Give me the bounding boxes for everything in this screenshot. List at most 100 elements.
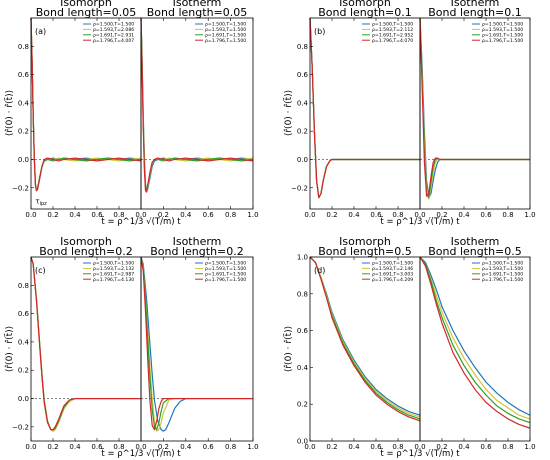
series-line-1: [309, 17, 420, 199]
panel-subtitle: Bond length=0.2: [39, 245, 133, 258]
y-tick-label: 1.0: [297, 254, 308, 262]
legend: ρ=1.500,T=1.500ρ=1.593,T=1.500ρ=1.691,T=…: [472, 22, 523, 44]
axes-frame: [140, 17, 254, 210]
x-tick-label: 0.2: [436, 211, 447, 219]
series-line-3: [419, 17, 530, 199]
panel-subtitle: Bond length=0.2: [150, 245, 244, 258]
legend-label: ρ=1.593,T=2.132: [93, 266, 134, 272]
x-tick-label: 0.6: [91, 211, 103, 219]
legend-label: ρ=1.500,T=1.500: [205, 261, 246, 267]
axes-frame: [309, 256, 421, 442]
series-line-3: [30, 256, 141, 431]
legend-label: ρ=1.593,T=1.500: [205, 27, 246, 33]
axes-frame: [140, 256, 254, 442]
panel-subtitle: Bond length=0.5: [428, 245, 522, 258]
panel-label: (b): [314, 27, 325, 36]
panel-label: (c): [35, 266, 46, 275]
y-tick-label: 0.2: [297, 401, 308, 409]
panel-title: Isomorph: [339, 0, 391, 9]
legend-label: ρ=1.593,T=1.500: [482, 266, 523, 272]
series-line-4: [30, 17, 142, 192]
x-tick-label: 0.0: [414, 211, 425, 219]
series-line-2: [140, 17, 254, 193]
x-tick-label: 0.2: [326, 443, 337, 451]
x-tick-label: 0.4: [180, 211, 192, 219]
x-tick-label: 0.6: [480, 443, 492, 451]
legend-label: ρ=1.796,T=1.500: [482, 277, 523, 283]
series-line-3: [140, 256, 253, 431]
panel-title: Isotherm: [173, 235, 222, 248]
x-tick-label: 1.0: [247, 211, 258, 219]
x-tick-label: 1.0: [524, 211, 535, 219]
legend-label: ρ=1.691,T=1.500: [482, 271, 523, 277]
panel-label: (a): [35, 27, 46, 36]
legend: ρ=1.500,T=1.500ρ=1.593,T=2.146ρ=1.691,T=…: [362, 261, 413, 283]
y-tick-label: 0.6: [297, 71, 309, 79]
legend-label: ρ=1.500,T=1.500: [93, 22, 134, 28]
x-tick-label: 0.0: [304, 443, 315, 451]
y-tick-label: 0.8: [297, 43, 308, 51]
x-tick-label: 0.8: [113, 443, 124, 451]
series-line-3: [140, 17, 254, 193]
legend: ρ=1.500,T=1.500ρ=1.593,T=2.112ρ=1.691,T=…: [362, 22, 413, 44]
legend-label: ρ=1.691,T=2.952: [372, 32, 413, 38]
x-tick-label: 0.8: [502, 211, 513, 219]
series-line-4: [309, 17, 420, 199]
axes-frame: [419, 17, 531, 210]
y-tick-label: 0.6: [297, 327, 309, 335]
series-line-3: [30, 17, 142, 192]
series-line-4: [309, 256, 421, 422]
tau-annotation: τipz: [35, 197, 47, 207]
legend-label: ρ=1.796,T=1.500: [205, 38, 246, 44]
y-tick-label: 0.2: [18, 367, 29, 375]
axes-frame: [30, 17, 142, 210]
x-tick-label: 0.0: [304, 211, 315, 219]
legend-label: ρ=1.593,T=2.086: [93, 27, 134, 33]
legend-label: ρ=1.593,T=1.500: [482, 27, 523, 33]
x-tick-label: 0.2: [436, 443, 447, 451]
series-line-2: [419, 17, 530, 200]
legend-label: ρ=1.796,T=1.500: [482, 38, 523, 44]
x-tick-label: 0.0: [25, 443, 36, 451]
x-tick-label: 0.0: [135, 211, 146, 219]
x-tick-label: 0.4: [458, 443, 470, 451]
legend-label: ρ=1.500,T=1.500: [205, 22, 246, 28]
legend-label: ρ=1.593,T=2.146: [372, 266, 413, 272]
x-tick-label: 0.8: [392, 443, 403, 451]
x-tick-label: 0.6: [480, 211, 492, 219]
x-tick-label: 0.0: [25, 211, 36, 219]
legend-label: ρ=1.796,T=1.500: [205, 277, 246, 283]
x-tick-label: 0.8: [502, 443, 513, 451]
series-line-1: [140, 17, 254, 192]
legend-label: ρ=1.593,T=2.112: [372, 27, 413, 33]
panel-title: Isotherm: [451, 0, 500, 9]
legend-label: ρ=1.796,T=4.130: [93, 277, 134, 283]
y-tick-label: −0.2: [12, 184, 29, 192]
x-tick-label: 0.6: [370, 443, 382, 451]
legend: ρ=1.500,T=1.500ρ=1.593,T=1.500ρ=1.691,T=…: [195, 261, 246, 283]
y-tick-label: 0.6: [18, 71, 30, 79]
series-line-1: [30, 256, 141, 432]
legend-label: ρ=1.500,T=1.500: [93, 261, 134, 267]
series-line-1: [140, 256, 253, 432]
series-line-4: [140, 256, 253, 431]
series-line-3: [309, 17, 420, 199]
x-tick-label: 0.4: [69, 211, 81, 219]
y-tick-label: −0.2: [12, 423, 29, 431]
series-line-2: [140, 256, 253, 432]
legend-label: ρ=1.796,T=4.209: [372, 277, 413, 283]
axes-frame: [309, 17, 421, 210]
x-tick-label: 0.2: [158, 443, 169, 451]
legend-label: ρ=1.691,T=3.003: [372, 271, 413, 277]
panel-subtitle: Bond length=0.1: [318, 6, 412, 19]
axes-frame: [419, 256, 531, 442]
panel-d: 0.0 0.2 0.4 0.6 0.8 0.0 0.2 0.4 0.6 0.8 1.0 Isomorp…: [297, 235, 421, 451]
series-line-3: [419, 256, 531, 424]
panel-title: Isotherm: [173, 0, 222, 9]
x-axis-label: t̃ = ρ^1/3 √(T/m) t: [380, 215, 461, 227]
x-tick-label: 1.0: [247, 443, 258, 451]
legend: ρ=1.500,T=1.500ρ=1.593,T=2.086ρ=1.691,T=…: [83, 22, 134, 44]
